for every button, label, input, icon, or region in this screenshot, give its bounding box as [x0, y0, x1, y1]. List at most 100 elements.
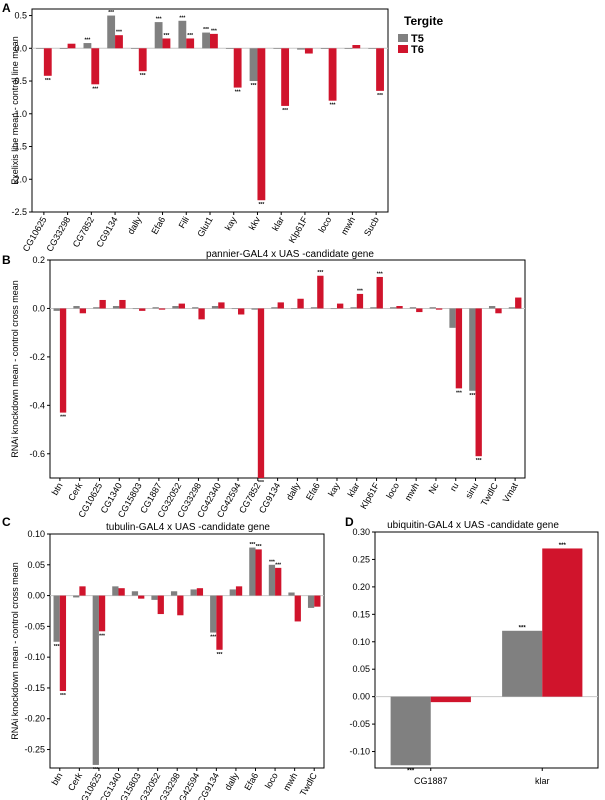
x-tick-label: Cerk	[66, 481, 84, 503]
x-tick-label: loco	[316, 215, 333, 234]
bar-t6	[238, 308, 245, 315]
panel-letter: C	[2, 515, 11, 529]
bar-t5	[469, 308, 476, 391]
bar-t6	[138, 48, 147, 72]
y-tick-label: -0.20	[24, 714, 45, 724]
y-tick-label: -0.25	[24, 745, 45, 755]
x-tick-label: kay	[326, 481, 342, 499]
bar-t6	[178, 303, 185, 309]
y-tick-label: 0.5	[14, 11, 27, 21]
bar-t6	[275, 567, 282, 596]
chart-title: tubulin-GAL4 x UAS -candidate gene	[106, 522, 270, 533]
bar-t5	[132, 308, 140, 310]
significance-label: ***	[99, 633, 105, 639]
bar-t6	[336, 303, 344, 309]
bar-t6	[257, 308, 265, 478]
significance-label: ***	[377, 271, 383, 277]
x-tick-label: Cerk	[66, 771, 84, 793]
bar-t6	[118, 588, 125, 596]
bar-t5	[370, 307, 377, 309]
bar-t6	[352, 45, 361, 49]
y-tick-label: -0.05	[349, 719, 370, 729]
x-tick-label: klar	[346, 481, 362, 499]
y-tick-label: 0.2	[32, 255, 45, 265]
bar-t5	[53, 308, 60, 311]
bar-t5	[107, 15, 116, 49]
chart-title: ubiquitin-GAL4 x UAS -candidate gene	[387, 520, 559, 531]
bar-t6	[317, 275, 324, 309]
bar-t6	[430, 696, 471, 703]
y-tick-label: -1.0	[11, 109, 27, 119]
significance-label: ***	[211, 28, 217, 34]
y-tick-label: 0.10	[352, 637, 370, 647]
significance-label: ***	[317, 270, 323, 276]
plot-frame	[49, 533, 325, 769]
bar-t6	[304, 48, 313, 54]
x-tick-label: Efa6	[304, 481, 322, 502]
bar-t6	[91, 48, 100, 85]
significance-label: ***	[217, 652, 223, 658]
y-axis-label: RNAi knockdown mean - control cross mean	[10, 280, 20, 458]
legend-swatch-t6	[398, 45, 408, 53]
x-tick-label: mwh	[403, 481, 421, 502]
y-tick-label: 0.0	[14, 43, 27, 53]
significance-label: ***	[377, 93, 383, 99]
x-tick-label: mwh	[339, 215, 357, 236]
bar-t5	[178, 20, 187, 49]
significance-label: ***	[140, 73, 146, 79]
bar-t6	[139, 308, 146, 311]
x-tick-label: CG1887	[414, 776, 448, 786]
bar-t5	[502, 630, 543, 697]
bar-t5	[92, 595, 99, 765]
bar-t5	[390, 307, 397, 309]
bar-t5	[429, 307, 436, 309]
bar-t5	[288, 592, 295, 596]
plot-frame	[374, 531, 599, 769]
bar-t6	[186, 38, 195, 49]
y-tick-label: -0.10	[349, 747, 370, 757]
y-tick-label: 0.0	[32, 303, 45, 313]
bar-t6	[98, 595, 106, 632]
bar-t5	[320, 48, 329, 49]
bar-t6	[198, 308, 205, 320]
significance-label: ***	[60, 415, 66, 421]
significance-label: ***	[251, 83, 257, 89]
significance-label: ***	[476, 458, 482, 464]
y-axis-label: RNAi knockdown mean - control cross mean	[10, 562, 20, 740]
y-tick-label: 0.00	[352, 692, 370, 702]
y-tick-label: -0.2	[29, 352, 45, 362]
y-tick-label: -0.4	[29, 400, 45, 410]
significance-label: ***	[60, 693, 66, 699]
bar-t6	[515, 297, 522, 309]
bar-t5	[249, 48, 258, 82]
significance-label: ***	[258, 202, 264, 208]
x-tick-label: mwh	[281, 771, 299, 792]
significance-label: ***	[84, 38, 90, 44]
bar-t6	[297, 298, 304, 309]
bar-t5	[210, 595, 217, 633]
x-tick-label: Nc	[427, 481, 441, 496]
y-tick-label: 0.30	[352, 527, 370, 537]
legend-swatch-t5	[398, 34, 408, 42]
bar-t6	[475, 308, 482, 457]
bar-t6	[158, 308, 166, 310]
bar-t6	[99, 299, 106, 309]
bar-t6	[157, 595, 164, 615]
y-tick-label: 0.25	[352, 554, 370, 564]
bar-t6	[235, 586, 243, 596]
x-tick-label: Fili	[177, 215, 191, 230]
bar-t5	[93, 307, 100, 309]
significance-label: ***	[210, 635, 216, 641]
bar-t6	[177, 595, 184, 616]
bar-t6	[59, 308, 67, 413]
y-tick-label: 0.20	[352, 582, 370, 592]
bar-t5	[330, 308, 337, 310]
bar-t6	[115, 35, 123, 49]
bar-t6	[162, 38, 171, 49]
x-tick-label: Vmat	[501, 481, 520, 505]
bar-t6	[416, 308, 423, 313]
panel-letter: B	[2, 253, 11, 267]
bar-t6	[255, 549, 262, 596]
bar-t5	[350, 307, 357, 309]
bar-t5	[112, 586, 119, 596]
